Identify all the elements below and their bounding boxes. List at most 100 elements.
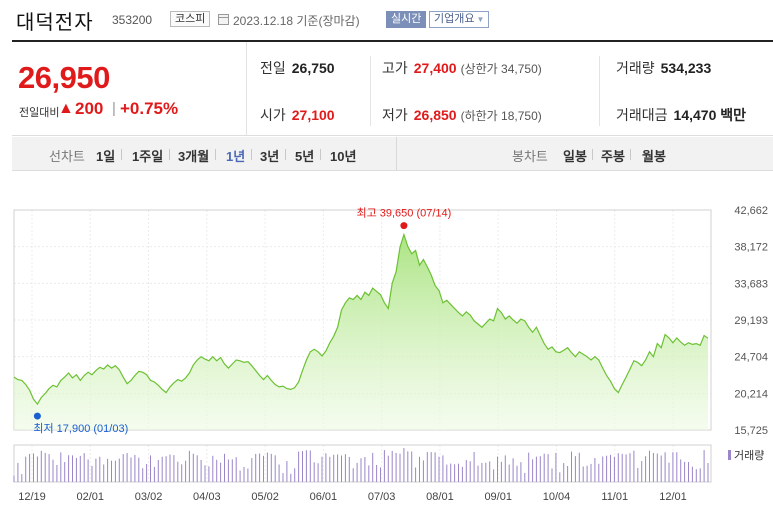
volume-bar [33, 453, 34, 482]
volume-bar [356, 462, 358, 482]
volume-bar [465, 460, 467, 482]
company-info-button[interactable]: 기업개요 ▼ [429, 11, 490, 28]
y-tick-label: 42,662 [734, 205, 768, 217]
market-badge: 코스피 [170, 11, 211, 27]
quote-panel: 26,950 전일대비 ▲ 200 | +0.75% 전일 26,750 고가 27… [12, 40, 773, 136]
volume-bar [251, 458, 253, 482]
date-text: 2023.12.18 기준(장마감) [233, 14, 360, 28]
volume-bar [146, 464, 148, 482]
volume-bar [114, 460, 116, 482]
x-tick-label: 04/03 [193, 491, 221, 503]
open-label: 시가 [260, 107, 286, 123]
volume-bar [294, 468, 296, 482]
period-3y[interactable]: 3년 [260, 149, 280, 164]
volume-bar [72, 455, 73, 482]
volume-bar [255, 453, 257, 482]
realtime-button[interactable]: 실시간 [386, 11, 427, 28]
quote-divider [599, 56, 600, 126]
low-marker [33, 412, 41, 420]
volume-bar [181, 464, 183, 482]
volume-bar [617, 453, 619, 482]
volume-bar [395, 452, 397, 482]
x-tick-label: 12/01 [659, 491, 687, 503]
volume-bar [446, 464, 448, 482]
period-10y[interactable]: 10년 [330, 149, 357, 164]
volume-bar [582, 466, 584, 482]
volume-bar [676, 452, 678, 482]
volume-bar [578, 452, 580, 482]
volume-bar [458, 463, 459, 482]
volume-bar [559, 472, 561, 482]
volume-bar [641, 461, 643, 482]
volume-bar [594, 458, 596, 482]
volume-bar [454, 464, 456, 482]
period-5y[interactable]: 5년 [295, 149, 315, 164]
period-divider [285, 149, 286, 160]
price-chart-svg: 42,662 38,172 33,683 29,193 24,704 20,214 15,7… [13, 205, 768, 503]
x-tick-label: 09/01 [484, 491, 512, 503]
company-info-label: 기업개요 [434, 13, 475, 25]
volume-bar [380, 467, 381, 482]
volume-bar [497, 456, 498, 482]
volume-bar [298, 451, 300, 482]
volume-bar [348, 456, 350, 482]
volume-bar [309, 450, 311, 482]
volume-bar [660, 455, 662, 482]
period-3m[interactable]: 3개월 [178, 149, 210, 164]
volume-legend: 거래량 [734, 449, 764, 462]
period-bar-divider [396, 137, 397, 171]
prev-close-cell: 전일 26,750 [260, 58, 335, 78]
volume-bar [551, 468, 553, 482]
volume-bar [107, 458, 109, 482]
volume-bar [649, 450, 650, 482]
volume-bar [528, 452, 530, 482]
volume-bar [87, 459, 89, 482]
volume-bar [532, 459, 534, 482]
volume-bar [200, 460, 202, 482]
volume-bar [485, 462, 487, 482]
change-rate: +0.75% [120, 99, 179, 118]
period-1w[interactable]: 1주일 [132, 149, 164, 164]
x-tick-label: 11/01 [601, 491, 628, 503]
period-bar: 선차트 1일 1주일 3개월 1년 3년 5년 10년 봉차트 일봉 주봉 월봉 [12, 137, 773, 171]
volume-bar [64, 462, 66, 482]
volume-bar [329, 456, 331, 482]
volume-bar [656, 453, 658, 482]
candle-monthly[interactable]: 월봉 [642, 149, 666, 164]
change-divider: | [112, 100, 116, 117]
volume-bar [680, 459, 682, 482]
volume-bar [489, 461, 491, 482]
volume-bar [305, 450, 307, 482]
volume-bar [274, 455, 276, 482]
lower-limit: (하한가 18,750) [460, 109, 542, 123]
volume-bar [352, 468, 354, 482]
candle-chart-label: 봉차트 [512, 149, 548, 164]
y-tick-label: 29,193 [734, 315, 768, 327]
volume-bar [664, 452, 666, 482]
volume-bar [387, 455, 389, 482]
volume-bar [586, 465, 588, 482]
volume-bar [438, 456, 440, 482]
period-1y[interactable]: 1년 [226, 149, 246, 164]
volume-legend-swatch [728, 450, 731, 460]
volume-bar [99, 456, 101, 482]
volume-bar [286, 461, 288, 482]
volume-bar [520, 462, 522, 482]
volume-bar [142, 468, 144, 482]
volume-bar [25, 456, 27, 482]
volume-bar [216, 459, 218, 482]
x-tick-label: 03/02 [135, 491, 163, 503]
period-1d[interactable]: 1일 [96, 149, 116, 164]
volume-bar [321, 456, 323, 482]
upper-limit: (상한가 34,750) [460, 62, 542, 76]
candle-weekly[interactable]: 주봉 [601, 149, 625, 164]
volume-bar [391, 450, 393, 482]
volume-bar [239, 470, 241, 482]
candle-daily[interactable]: 일봉 [563, 149, 587, 164]
prev-close-value: 26,750 [291, 60, 335, 76]
current-price-box: 26,950 전일대비 ▲ 200 | +0.75% [12, 42, 247, 136]
volume-bar [403, 448, 405, 482]
low-label: 저가 [382, 107, 408, 123]
volume-bar [134, 455, 136, 482]
volume-bar [606, 455, 608, 482]
